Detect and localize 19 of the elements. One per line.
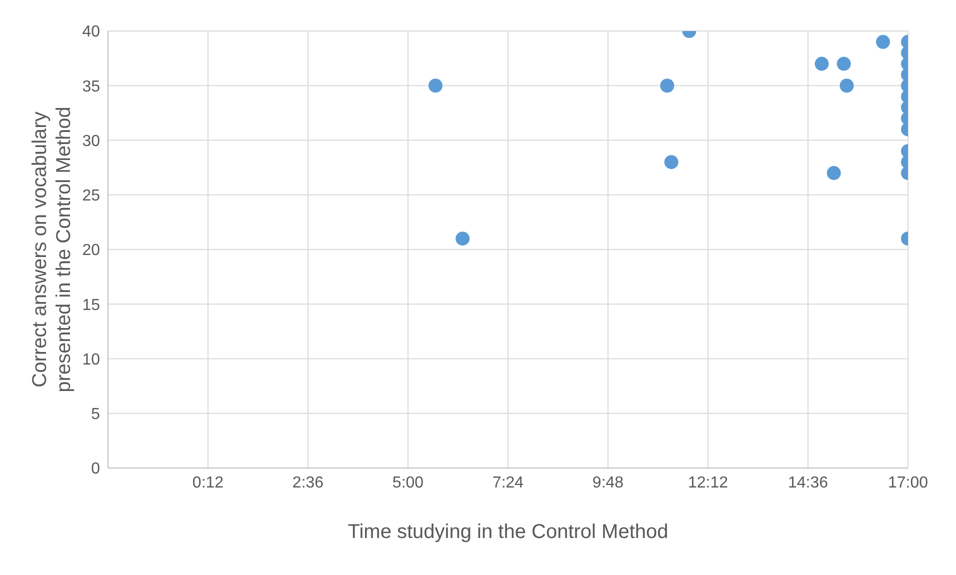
y-tick-label: 0 <box>91 460 100 478</box>
x-tick-label: 2:36 <box>292 474 324 492</box>
x-tick-label: 17:00 <box>888 474 928 492</box>
x-tick-label: 5:00 <box>392 474 424 492</box>
y-tick-label: 20 <box>82 242 100 260</box>
y-tick-label: 5 <box>91 406 100 424</box>
x-tick-label: 12:12 <box>688 474 728 492</box>
y-tick-label: 40 <box>82 24 100 41</box>
y-tick-label: 35 <box>82 78 100 96</box>
x-tick-label: 14:36 <box>788 474 828 492</box>
x-tick-label: 7:24 <box>492 474 524 492</box>
y-tick-label: 25 <box>82 188 100 205</box>
x-tick-label: 0:12 <box>192 474 224 492</box>
y-tick-label: 30 <box>82 132 100 150</box>
x-tick-label: 9:48 <box>592 474 624 492</box>
x-axis-title: Time studying in the Control Method <box>348 521 668 543</box>
y-axis-title: Correct answers on vocabulary presented in the Control Method <box>29 106 75 392</box>
y-tick-label: 10 <box>82 351 100 368</box>
y-tick-label: 15 <box>82 296 100 314</box>
